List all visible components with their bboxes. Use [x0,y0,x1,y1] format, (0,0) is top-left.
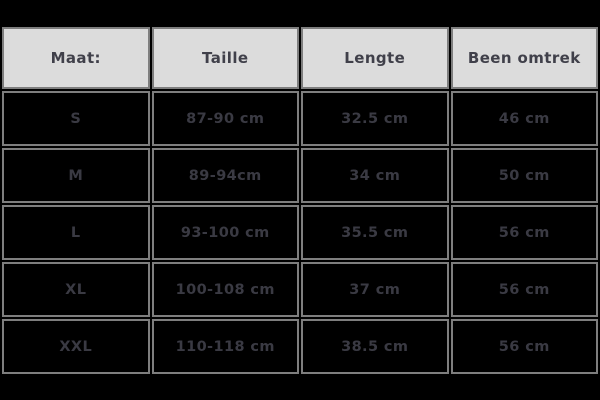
cell-lengte: 32.5 cm [301,91,449,146]
cell-maat: XXL [2,319,150,374]
cell-been-omtrek: 50 cm [450,148,598,203]
cell-taille: 89-94cm [151,148,299,203]
table-row-l: L 93-100 cm 35.5 cm 56 cm [2,205,598,260]
table-row-xl: XL 100-108 cm 37 cm 56 cm [2,262,598,317]
table-row-m: M 89-94cm 34 cm 50 cm [2,148,598,203]
cell-lengte: 34 cm [301,148,449,203]
cell-been-omtrek: 56 cm [450,262,598,317]
cell-taille: 110-118 cm [151,319,299,374]
table-row-s: S 87-90 cm 32.5 cm 46 cm [2,91,598,146]
cell-been-omtrek: 56 cm [450,205,598,260]
header-row: Maat: Taille Lengte Been omtrek [2,27,598,89]
cell-lengte: 38.5 cm [301,319,449,374]
cell-taille: 93-100 cm [151,205,299,260]
header-cell-maat: Maat: [2,27,150,89]
cell-lengte: 37 cm [301,262,449,317]
cell-been-omtrek: 56 cm [450,319,598,374]
cell-taille: 100-108 cm [151,262,299,317]
cell-been-omtrek: 46 cm [450,91,598,146]
table-row-xxl: XXL 110-118 cm 38.5 cm 56 cm [2,319,598,374]
size-chart-table: Maat: Taille Lengte Been omtrek S 87-90 … [0,25,600,376]
header-cell-lengte: Lengte [301,27,449,89]
cell-maat: L [2,205,150,260]
cell-maat: M [2,148,150,203]
cell-maat: XL [2,262,150,317]
cell-lengte: 35.5 cm [301,205,449,260]
header-cell-taille: Taille [151,27,299,89]
cell-taille: 87-90 cm [151,91,299,146]
cell-maat: S [2,91,150,146]
header-cell-been-omtrek: Been omtrek [450,27,598,89]
